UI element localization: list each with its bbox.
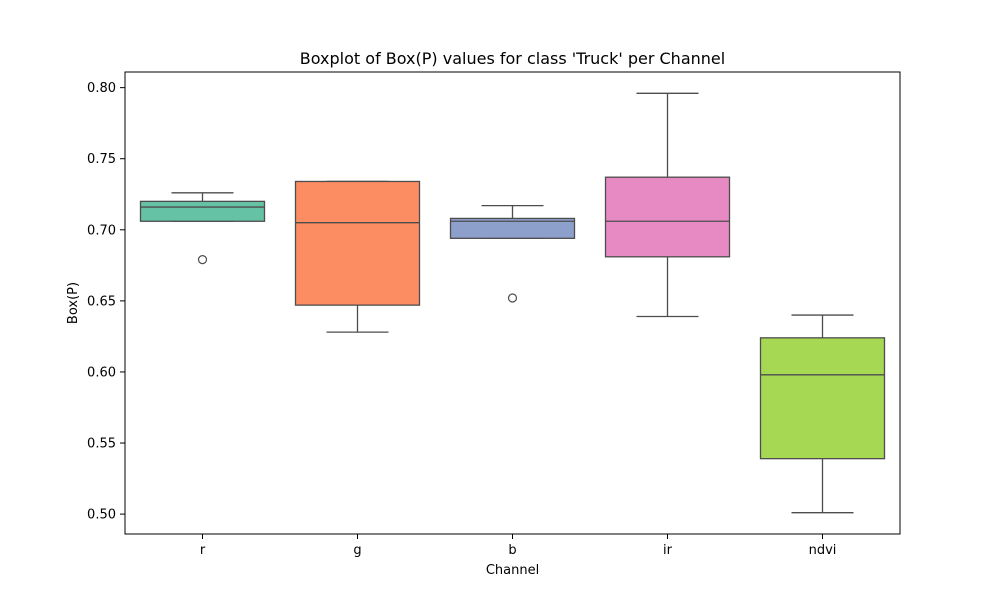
- box-iqr: [139, 200, 266, 222]
- box-g: [294, 180, 421, 333]
- x-axis-label: Channel: [486, 563, 539, 578]
- box-iqr: [449, 217, 576, 239]
- box-ir: [604, 92, 731, 318]
- x-tick-label: g: [353, 543, 361, 558]
- y-axis: 0.50 0.55 0.60 0.65 0.70 0.75 0.80: [87, 81, 125, 523]
- y-tick-label: 0.60: [87, 365, 116, 380]
- y-tick-label: 0.80: [87, 81, 116, 96]
- box-ndvi: [759, 314, 886, 514]
- box-iqr: [604, 176, 731, 258]
- x-tick-label: ir: [663, 543, 673, 558]
- y-tick-label: 0.65: [87, 294, 116, 309]
- box-r: [139, 192, 266, 265]
- plot-frame: [124, 71, 901, 535]
- x-tick-label: ndvi: [809, 543, 837, 558]
- box-iqr: [294, 180, 421, 306]
- x-tick-label: r: [200, 543, 206, 558]
- y-tick-label: 0.75: [87, 152, 116, 167]
- chart-title: Boxplot of Box(P) values for class 'Truc…: [300, 49, 725, 68]
- y-tick-label: 0.70: [87, 223, 116, 238]
- y-tick-label: 0.55: [87, 437, 116, 452]
- x-tick-label: b: [508, 543, 516, 558]
- box-iqr: [759, 337, 886, 460]
- y-axis-label: Box(P): [66, 282, 81, 324]
- plot-marks: [139, 92, 886, 514]
- outlier-point: [507, 293, 518, 303]
- y-tick-label: 0.50: [87, 508, 116, 523]
- box-b: [449, 204, 576, 303]
- x-axis: r g b ir ndvi: [200, 534, 837, 558]
- outlier-point: [197, 255, 208, 265]
